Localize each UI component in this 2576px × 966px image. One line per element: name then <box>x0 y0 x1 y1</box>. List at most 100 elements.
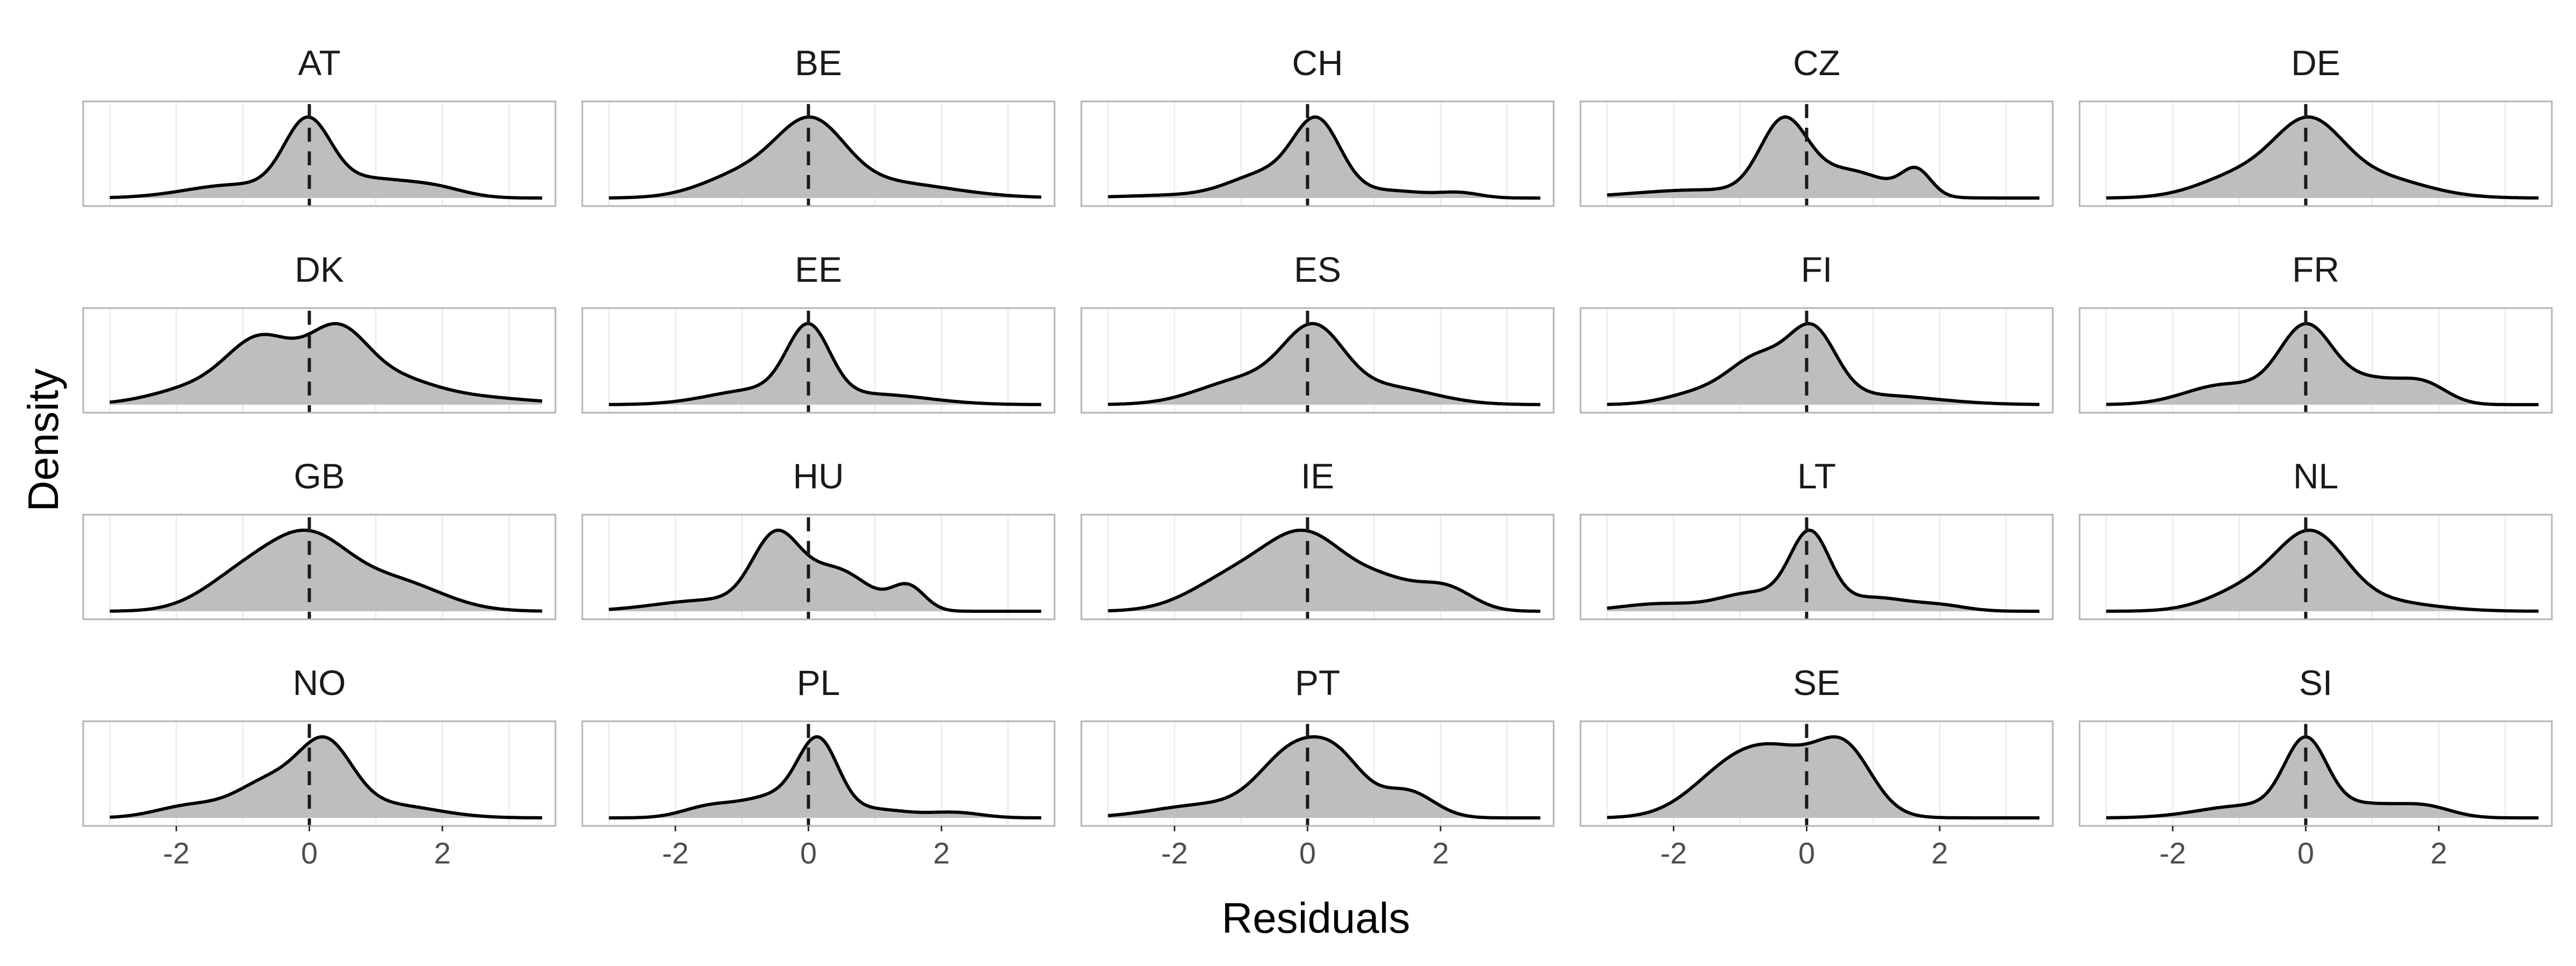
panel-title: SE <box>1793 663 1840 702</box>
panel-title: EE <box>795 250 842 289</box>
density-curve <box>109 322 543 404</box>
density-curve <box>109 735 543 819</box>
density-area <box>2106 117 2539 198</box>
x-tick-label: 2 <box>434 836 451 870</box>
panel-be: BE <box>581 43 1056 207</box>
panel-title: HU <box>793 456 844 496</box>
x-tick-label: 2 <box>1931 836 1948 870</box>
panel-ee: EE <box>581 250 1056 414</box>
panel-border <box>581 307 1056 414</box>
panel-title: DE <box>2291 43 2340 83</box>
x-tick-label: 0 <box>301 836 318 870</box>
panel-border <box>581 720 1056 827</box>
density-area <box>1607 530 2040 611</box>
panel-title: FR <box>2292 250 2339 289</box>
panel-fr: FR <box>2079 250 2553 414</box>
panel-title: FI <box>1801 250 1833 289</box>
density-curve <box>609 115 1042 200</box>
panel-border <box>2079 514 2553 620</box>
density-curve <box>1108 115 1541 200</box>
panel-ie: IE <box>1080 456 1555 620</box>
density-curve <box>2106 735 2539 819</box>
panel-title: AT <box>298 43 340 83</box>
panel-border <box>82 720 557 827</box>
x-axis-ticks: -2 0 2 -2 0 2 -2 0 2 -2 0 2 -2 0 2 <box>163 826 2447 870</box>
x-tick-label: -2 <box>662 836 689 870</box>
density-curve <box>1108 529 1541 613</box>
panel-title: IE <box>1301 456 1334 496</box>
density-area <box>1108 324 1541 405</box>
panel-title: ES <box>1294 250 1341 289</box>
density-area <box>609 530 1042 611</box>
x-axis-title: Residuals <box>1221 894 1410 942</box>
density-area <box>1607 737 2040 818</box>
panel-border <box>1080 514 1555 620</box>
panels: AT BE CH CZ DE DK EE ES FI FR GB HU IE LT NL NO PL PT SE SI <box>82 43 2553 827</box>
x-tick-label: 2 <box>2431 836 2447 870</box>
panel-pl: PL <box>581 663 1056 827</box>
panel-cz: CZ <box>1579 43 2054 207</box>
density-curve <box>2106 529 2539 613</box>
panel-border <box>581 100 1056 207</box>
panel-title: PL <box>797 663 840 702</box>
panel-title: GB <box>294 456 345 496</box>
panel-at: AT <box>82 43 557 207</box>
density-curve <box>1108 735 1541 819</box>
x-tick-label: 0 <box>1798 836 1815 870</box>
panel-es: ES <box>1080 250 1555 414</box>
panel-gb: GB <box>82 456 557 620</box>
panel-nl: NL <box>2079 456 2553 620</box>
panel-title: CZ <box>1793 43 1840 83</box>
panel-border <box>1080 307 1555 414</box>
density-area <box>109 324 543 405</box>
density-area <box>109 737 543 818</box>
density-curve <box>1108 322 1541 406</box>
density-area <box>1108 530 1541 611</box>
x-tick-label: 0 <box>800 836 817 870</box>
panel-border <box>82 100 557 207</box>
density-area <box>2106 530 2539 611</box>
density-curve <box>609 322 1042 406</box>
panel-se: SE <box>1579 663 2054 827</box>
density-curve <box>1607 322 2040 406</box>
density-area <box>1108 737 1541 818</box>
density-area <box>609 324 1042 405</box>
x-tick-label: -2 <box>1161 836 1188 870</box>
density-area <box>109 117 543 198</box>
density-curve <box>2106 115 2539 200</box>
x-tick-label: 0 <box>2297 836 2314 870</box>
panel-si: SI <box>2079 663 2553 827</box>
density-curve <box>109 529 543 613</box>
panel-fi: FI <box>1579 250 2054 414</box>
density-area <box>609 737 1042 818</box>
density-area <box>109 530 543 611</box>
x-tick-label: -2 <box>2160 836 2186 870</box>
panel-de: DE <box>2079 43 2553 207</box>
panel-border <box>1579 720 2054 827</box>
panel-border <box>1579 514 2054 620</box>
x-tick-label: 2 <box>1432 836 1449 870</box>
panel-title: SI <box>2299 663 2332 702</box>
panel-border <box>2079 307 2553 414</box>
panel-border <box>1080 100 1555 207</box>
panel-title: CH <box>1292 43 1343 83</box>
x-tick-label: -2 <box>163 836 190 870</box>
panel-border <box>1080 720 1555 827</box>
density-area <box>1607 324 2040 405</box>
panel-lt: LT <box>1579 456 2054 620</box>
panel-title: DK <box>295 250 344 289</box>
x-tick-label: 2 <box>933 836 950 870</box>
panel-title: LT <box>1797 456 1836 496</box>
x-tick-label: 0 <box>1299 836 1316 870</box>
panel-border <box>2079 100 2553 207</box>
panel-border <box>1579 307 2054 414</box>
panel-border <box>2079 720 2553 827</box>
density-area <box>1108 117 1541 198</box>
panel-border <box>1579 100 2054 207</box>
panel-hu: HU <box>581 456 1056 620</box>
panel-no: NO <box>82 663 557 827</box>
density-curve <box>609 529 1042 613</box>
panel-ch: CH <box>1080 43 1555 207</box>
y-axis-title: Density <box>19 369 67 512</box>
